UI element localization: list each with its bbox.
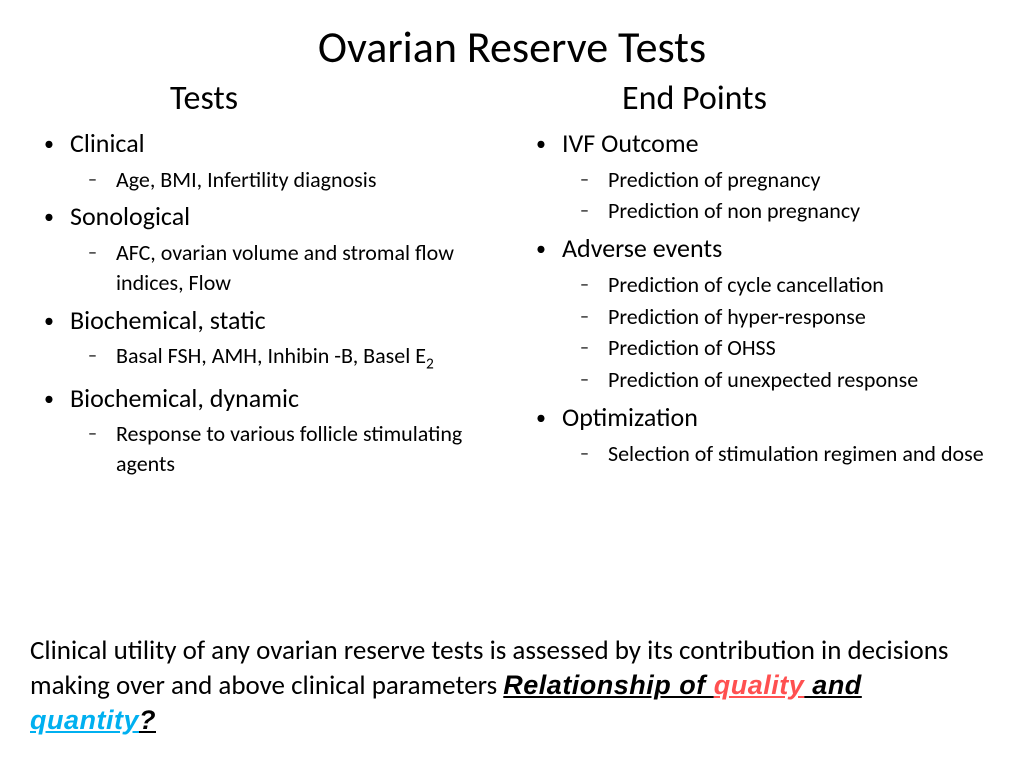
- endpoints-list: • IVF Outcome –Prediction of pregnancy –…: [522, 127, 994, 468]
- dash-icon: –: [88, 165, 116, 191]
- item-label: Sonological: [70, 200, 502, 234]
- dash-icon: –: [580, 333, 608, 359]
- sub-item: Age, BMI, Infertility diagnosis: [116, 165, 502, 195]
- dash-icon: –: [88, 419, 116, 445]
- sub-item: Prediction of cycle cancellation: [608, 270, 994, 300]
- item-label: Optimization: [562, 401, 994, 435]
- two-column-layout: Tests • Clinical –Age, BMI, Infertility …: [30, 78, 994, 485]
- sub-item: Basal FSH, AMH, Inhibin -B, Basel E2: [116, 341, 502, 375]
- sub-item: Prediction of OHSS: [608, 333, 994, 363]
- slide-title: Ovarian Reserve Tests: [30, 20, 994, 74]
- list-item: • Optimization –Selection of stimulation…: [522, 401, 994, 468]
- list-item: • Biochemical, static –Basal FSH, AMH, I…: [30, 304, 502, 376]
- item-label: Clinical: [70, 127, 502, 161]
- slide-container: Ovarian Reserve Tests Tests • Clinical –…: [0, 0, 1024, 505]
- sub-item: Prediction of hyper-response: [608, 302, 994, 332]
- bullet-icon: •: [522, 127, 562, 157]
- right-column: End Points • IVF Outcome –Prediction of …: [522, 78, 994, 485]
- dash-icon: –: [580, 196, 608, 222]
- list-item: • IVF Outcome –Prediction of pregnancy –…: [522, 127, 994, 226]
- list-item: • Sonological –AFC, ovarian volume and s…: [30, 200, 502, 297]
- list-item: • Clinical –Age, BMI, Infertility diagno…: [30, 127, 502, 194]
- bullet-icon: •: [30, 200, 70, 230]
- item-label: Biochemical, static: [70, 304, 502, 338]
- sub-item: AFC, ovarian volume and stromal flow ind…: [116, 238, 502, 297]
- bullet-icon: •: [30, 127, 70, 157]
- dash-icon: –: [580, 439, 608, 465]
- sub-item: Prediction of non pregnancy: [608, 196, 994, 226]
- dash-icon: –: [88, 238, 116, 264]
- left-column: Tests • Clinical –Age, BMI, Infertility …: [30, 78, 502, 485]
- sub-item: Response to various follicle stimulating…: [116, 419, 502, 478]
- sub-item: Selection of stimulation regimen and dos…: [608, 439, 994, 469]
- item-label: IVF Outcome: [562, 127, 994, 161]
- dash-icon: –: [580, 270, 608, 296]
- footer-note: Clinical utility of any ovarian reserve …: [30, 633, 994, 738]
- dash-icon: –: [580, 165, 608, 191]
- left-column-title: Tests: [170, 78, 502, 119]
- sub-item: Prediction of pregnancy: [608, 165, 994, 195]
- item-label: Adverse events: [562, 232, 994, 266]
- item-label: Biochemical, dynamic: [70, 382, 502, 416]
- dash-icon: –: [580, 302, 608, 328]
- sub-item: Prediction of unexpected response: [608, 365, 994, 395]
- bullet-icon: •: [522, 232, 562, 262]
- tests-list: • Clinical –Age, BMI, Infertility diagno…: [30, 127, 502, 479]
- list-item: • Biochemical, dynamic –Response to vari…: [30, 382, 502, 479]
- bullet-icon: •: [30, 304, 70, 334]
- bullet-icon: •: [30, 382, 70, 412]
- dash-icon: –: [88, 341, 116, 367]
- bullet-icon: •: [522, 401, 562, 431]
- list-item: • Adverse events –Prediction of cycle ca…: [522, 232, 994, 395]
- dash-icon: –: [580, 365, 608, 391]
- right-column-title: End Points: [622, 78, 994, 119]
